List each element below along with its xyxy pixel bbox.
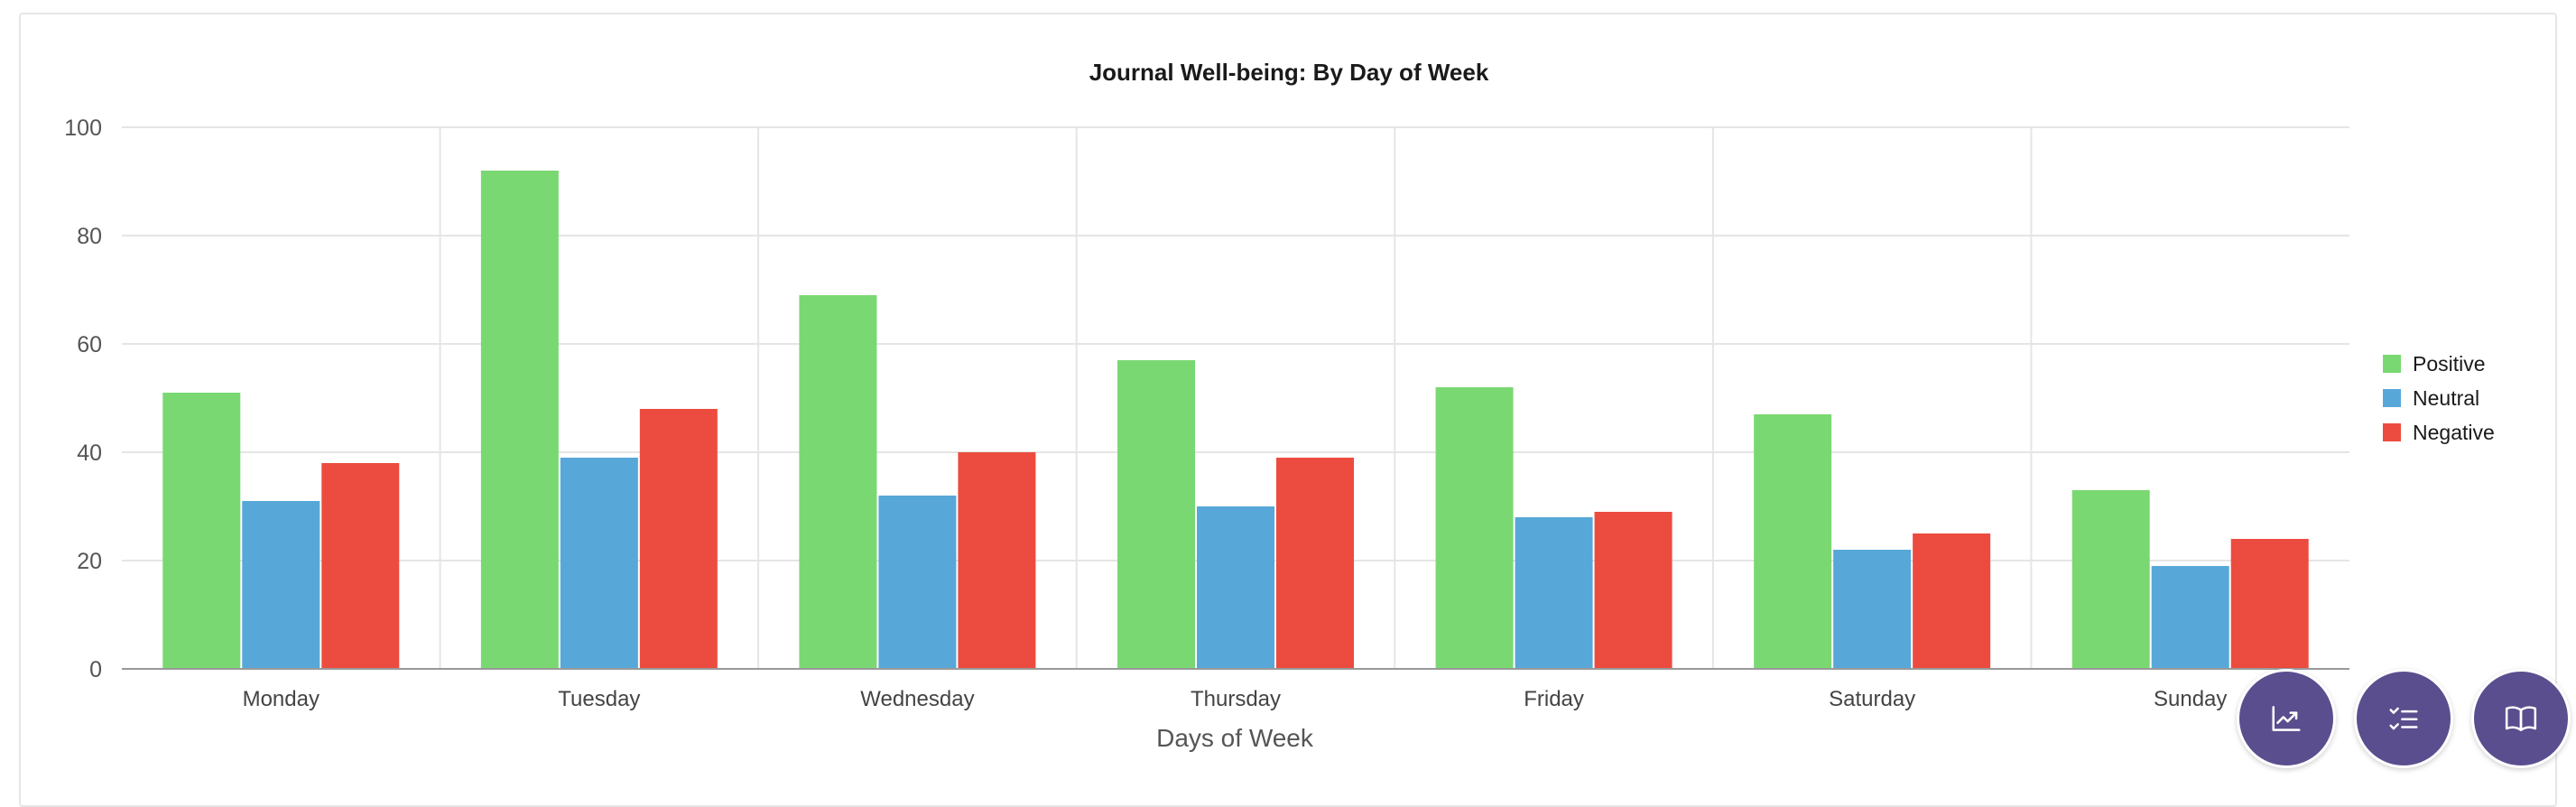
bar-positive-thursday[interactable] <box>1117 360 1195 669</box>
bar-positive-tuesday[interactable] <box>480 171 559 669</box>
legend-item-positive[interactable]: Positive <box>2383 352 2486 376</box>
y-axis-ticks: 0 20 40 60 80 100 <box>64 116 102 682</box>
legend-swatch <box>2383 423 2401 441</box>
y-tick-label: 0 <box>89 657 102 682</box>
checklist-button[interactable] <box>2354 669 2453 768</box>
legend-item-neutral[interactable]: Neutral <box>2383 386 2479 410</box>
bar-negative-sunday[interactable] <box>2230 539 2309 669</box>
bar-negative-thursday[interactable] <box>1276 458 1354 669</box>
legend: Positive Neutral Negative <box>2383 352 2495 444</box>
bar-negative-tuesday[interactable] <box>639 409 718 669</box>
bar-negative-monday[interactable] <box>321 463 400 669</box>
bar-neutral-wednesday[interactable] <box>878 496 957 669</box>
y-tick-label: 40 <box>77 441 102 466</box>
chart-card <box>19 13 2557 807</box>
bar-neutral-tuesday[interactable] <box>560 458 638 669</box>
x-gridlines <box>439 127 2033 669</box>
x-axis-ticks: Monday Tuesday Wednesday Thursday Friday Satu… <box>243 687 2228 711</box>
journal-button[interactable] <box>2471 669 2571 768</box>
bar-positive-sunday[interactable] <box>2071 490 2150 669</box>
bar-neutral-monday[interactable] <box>242 501 320 669</box>
bar-positive-wednesday[interactable] <box>799 295 877 669</box>
trend-chart-icon <box>2272 706 2301 731</box>
bar-positive-saturday[interactable] <box>1754 414 1832 669</box>
checklist-icon <box>2389 707 2418 730</box>
bar-negative-saturday[interactable] <box>1913 533 1991 669</box>
legend-item-negative[interactable]: Negative <box>2383 421 2495 444</box>
bar-negative-wednesday[interactable] <box>958 452 1036 669</box>
bar-positive-friday[interactable] <box>1435 387 1514 669</box>
legend-swatch <box>2383 389 2401 407</box>
bar-positive-monday[interactable] <box>162 393 241 669</box>
y-tick-label: 20 <box>77 549 102 574</box>
x-tick-label: Friday <box>1524 687 1584 711</box>
legend-swatch <box>2383 355 2401 373</box>
x-tick-label: Saturday <box>1829 687 1915 711</box>
legend-label: Neutral <box>2413 386 2479 410</box>
y-tick-label: 100 <box>64 116 102 141</box>
x-tick-label: Thursday <box>1191 687 1281 711</box>
x-tick-label: Tuesday <box>558 687 640 711</box>
x-axis-title: Days of Week <box>1156 724 1314 752</box>
bar-neutral-thursday[interactable] <box>1197 506 1274 669</box>
x-tick-label: Sunday <box>2154 687 2227 711</box>
legend-label: Negative <box>2413 421 2495 444</box>
y-tick-label: 80 <box>77 224 102 249</box>
trends-button[interactable] <box>2237 669 2336 768</box>
y-tick-label: 60 <box>77 332 102 357</box>
bar-chart: Journal Well-being: By Day of Week 0 20 40… <box>64 59 2495 752</box>
x-tick-label: Monday <box>243 687 320 711</box>
bar-neutral-friday[interactable] <box>1515 517 1593 669</box>
bar-neutral-sunday[interactable] <box>2151 566 2229 669</box>
x-tick-label: Wednesday <box>860 687 974 711</box>
chart-title: Journal Well-being: By Day of Week <box>1089 59 1489 86</box>
bar-negative-friday[interactable] <box>1594 512 1673 669</box>
y-gridlines <box>122 126 2349 561</box>
open-book-icon <box>2505 706 2537 731</box>
legend-label: Positive <box>2413 352 2486 376</box>
bar-neutral-saturday[interactable] <box>1833 550 1912 669</box>
bars <box>162 171 2309 669</box>
